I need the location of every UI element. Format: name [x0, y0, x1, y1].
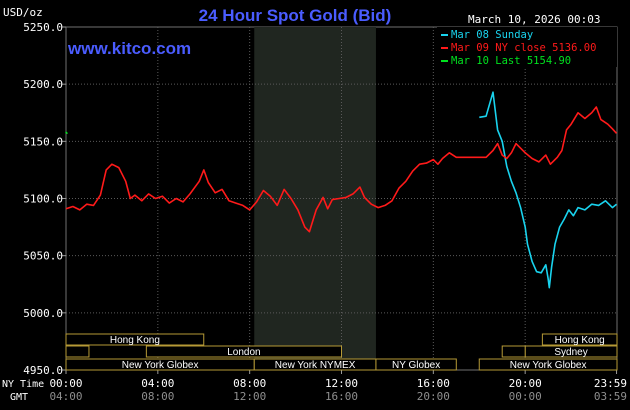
y-tick-label: 5100.0: [23, 193, 63, 206]
price-series: [65, 91, 618, 289]
x-axis-ticks: 00:0004:0004:0008:0008:0012:0012:0016:00…: [49, 370, 627, 403]
session-bar: [541, 333, 618, 346]
session-bar: [501, 345, 526, 358]
session-label: New York Globex: [122, 360, 199, 371]
legend-item-mar08: Mar 08 Sunday: [451, 29, 533, 41]
series-line-0: [479, 91, 618, 289]
gmt-tick-label: 04:00: [49, 390, 82, 403]
session-label: London: [227, 347, 260, 358]
gmt-tick-label: 08:00: [141, 390, 174, 403]
legend-box: [437, 27, 617, 67]
session-label: Hong Kong: [110, 335, 160, 346]
gmt-tick-label: 03:59: [594, 390, 627, 403]
legend: Mar 08 Sunday Mar 09 NY close 5136.00 Ma…: [437, 27, 617, 67]
y-tick-label: 5000.0: [23, 307, 63, 320]
y-tick-label: 4950.0: [23, 364, 63, 377]
market-sessions: Hong Kong Hong Kong London Sydney New York G…: [65, 333, 618, 371]
site-watermark: www.kitco.com: [67, 39, 191, 58]
y-tick-label: 5250.0: [23, 21, 63, 34]
session-bar: [65, 333, 205, 346]
gmt-tick-label: 20:00: [417, 390, 450, 403]
session-label: New York NYMEX: [275, 360, 356, 371]
series-line-1: [65, 106, 618, 233]
chart-title: 24 Hour Spot Gold (Bid): [199, 6, 392, 25]
ny-time-tick-label: 16:00: [417, 377, 450, 390]
session-bar: [65, 345, 90, 358]
series-line-2: [65, 131, 68, 135]
y-tick-label: 5150.0: [23, 135, 63, 148]
ny-time-label: NY Time: [2, 379, 44, 390]
y-tick-label: 5200.0: [23, 78, 63, 91]
ny-time-tick-label: 08:00: [233, 377, 266, 390]
ny-time-tick-label: 20:00: [509, 377, 542, 390]
legend-item-mar09: Mar 09 NY close 5136.00: [451, 42, 596, 54]
gmt-tick-label: 00:00: [509, 390, 542, 403]
session-bar: [375, 358, 457, 371]
session-label: Hong Kong: [555, 335, 605, 346]
gmt-label: GMT: [10, 392, 28, 403]
gmt-tick-label: 12:00: [233, 390, 266, 403]
session-bar: [145, 345, 342, 358]
session-label: Sydney: [554, 347, 587, 358]
legend-item-mar10: Mar 10 Last 5154.90: [451, 55, 571, 67]
ny-time-tick-label: 00:00: [49, 377, 82, 390]
ny-time-tick-label: 23:59: [594, 377, 627, 390]
session-label: NY Globex: [392, 360, 440, 371]
y-unit-label: USD/oz: [3, 6, 43, 19]
ny-time-tick-label: 04:00: [141, 377, 174, 390]
session-label: New York Globex: [510, 360, 587, 371]
y-tick-label: 5050.0: [23, 250, 63, 263]
ny-time-tick-label: 12:00: [325, 377, 358, 390]
gmt-tick-label: 16:00: [325, 390, 358, 403]
session-bar: [478, 358, 618, 371]
date-time-stamp: March 10, 2026 00:03: [468, 13, 600, 26]
y-axis-ticks: 5250.0 5200.0 5150.0 5100.0 5050.0 5000.0 4950…: [23, 21, 66, 377]
